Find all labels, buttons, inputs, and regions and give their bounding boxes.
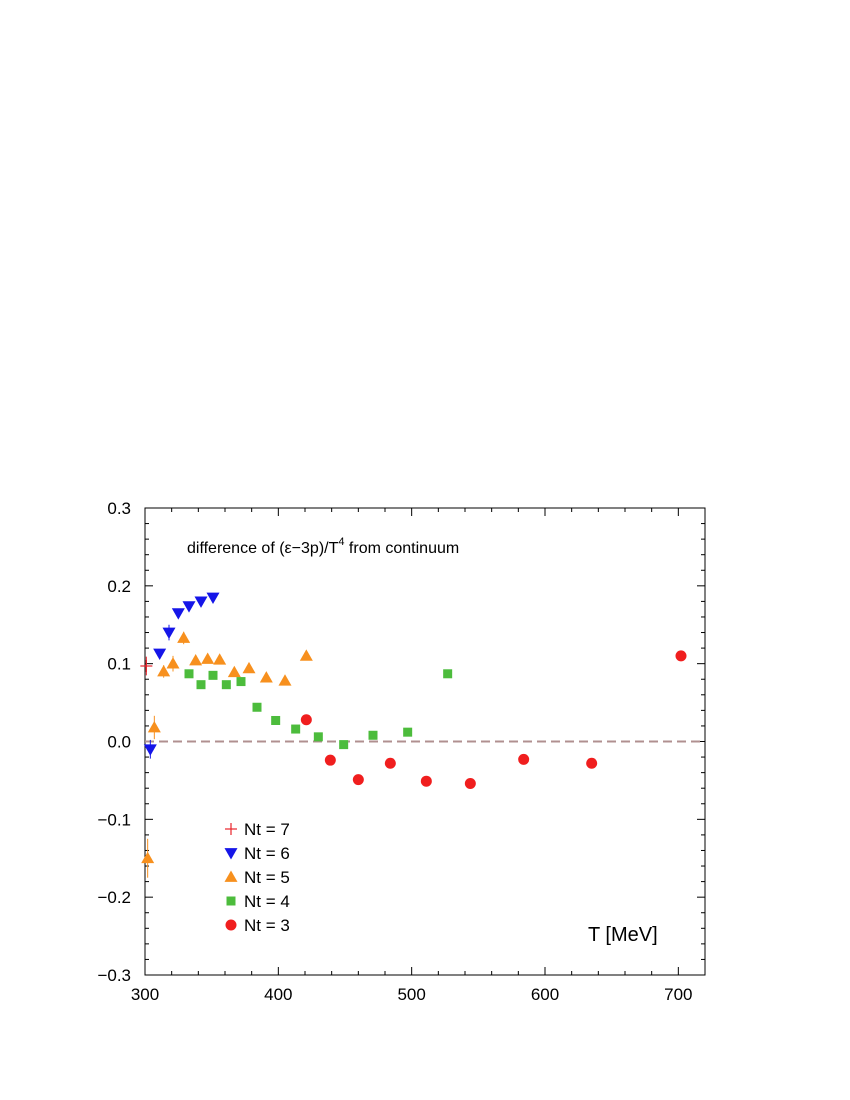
- annotation-suffix: from continuum: [344, 540, 459, 557]
- data-point: [221, 680, 231, 690]
- data-point: [313, 732, 323, 742]
- data-point: [182, 601, 196, 613]
- data-point: [206, 592, 220, 605]
- data-point: [518, 753, 530, 765]
- data-point: [227, 665, 241, 678]
- legend-marker: [224, 848, 238, 860]
- data-point: [194, 596, 208, 608]
- data-point: [153, 648, 167, 661]
- data-point: [196, 680, 206, 690]
- x-tick-label: 300: [131, 985, 159, 1004]
- data-point: [324, 754, 336, 766]
- data-point: [189, 654, 203, 666]
- annotation-prefix: difference of (ε−3p)/T: [187, 540, 339, 557]
- data-layer: [140, 592, 687, 878]
- data-point: [208, 670, 218, 680]
- x-tick-label: 400: [264, 985, 292, 1004]
- data-point: [299, 649, 313, 661]
- data-point: [352, 774, 364, 786]
- y-tick-label: 0.3: [107, 499, 131, 518]
- data-point: [236, 677, 246, 687]
- y-tick-label: −0.3: [97, 966, 131, 985]
- legend-marker: [226, 896, 236, 906]
- data-point: [177, 631, 191, 643]
- data-point: [384, 757, 396, 769]
- data-point: [213, 653, 227, 665]
- data-point: [586, 757, 598, 769]
- axes-layer: 300 400 500 600 700 −0.3 −0.2 −0.1 0.0 0.1 0.2 0.3: [97, 499, 706, 1004]
- y-tick-label: 0.2: [107, 577, 131, 596]
- data-point: [141, 851, 155, 864]
- legend-label: Nt = 3: [244, 916, 290, 935]
- data-point: [166, 657, 180, 669]
- data-point: [242, 661, 256, 674]
- series-nt-6: [143, 592, 220, 759]
- data-point: [443, 669, 453, 679]
- y-tick-label: 0.1: [107, 655, 131, 674]
- data-point: [420, 775, 432, 787]
- data-point: [201, 652, 215, 664]
- data-point: [278, 674, 292, 686]
- data-point: [339, 740, 349, 750]
- data-point: [252, 702, 262, 712]
- data-point: [368, 730, 378, 740]
- data-point: [184, 669, 194, 679]
- x-axis-label: T [MeV]: [588, 924, 658, 946]
- y-tick-label: −0.1: [97, 810, 131, 829]
- legend-label: Nt = 6: [244, 844, 290, 863]
- data-point: [259, 671, 273, 683]
- data-point: [291, 724, 301, 734]
- series-nt-7: [140, 656, 153, 676]
- legend-label: Nt = 4: [244, 892, 290, 911]
- y-tick-label: −0.2: [97, 888, 131, 907]
- chart-annotation: difference of (ε−3p)/T4 from continuum: [187, 536, 459, 557]
- x-tick-label: 500: [397, 985, 425, 1004]
- data-point: [300, 714, 312, 726]
- data-point: [147, 720, 161, 733]
- data-point: [271, 715, 281, 725]
- series-nt-4: [184, 669, 453, 750]
- legend-label: Nt = 5: [244, 868, 290, 887]
- legend-marker: [225, 919, 237, 931]
- data-point: [403, 727, 413, 737]
- data-point: [140, 660, 153, 673]
- series-nt-3: [300, 650, 687, 790]
- y-tick-label: 0.0: [107, 733, 131, 752]
- x-tick-label: 600: [531, 985, 559, 1004]
- data-point: [162, 627, 176, 640]
- series-nt-5: [141, 631, 313, 878]
- x-tick-label: 700: [664, 985, 692, 1004]
- legend-label: Nt = 7: [244, 820, 290, 839]
- data-point: [143, 744, 157, 756]
- legend: Nt = 7 Nt = 6 Nt = 5 Nt = 4 Nt = 3: [224, 820, 290, 935]
- data-point: [675, 650, 687, 662]
- annotation-superscript: 4: [338, 536, 344, 548]
- data-point: [171, 608, 185, 620]
- data-point: [157, 664, 171, 677]
- legend-marker: [225, 823, 237, 835]
- legend-marker: [224, 870, 238, 882]
- data-point: [464, 778, 476, 790]
